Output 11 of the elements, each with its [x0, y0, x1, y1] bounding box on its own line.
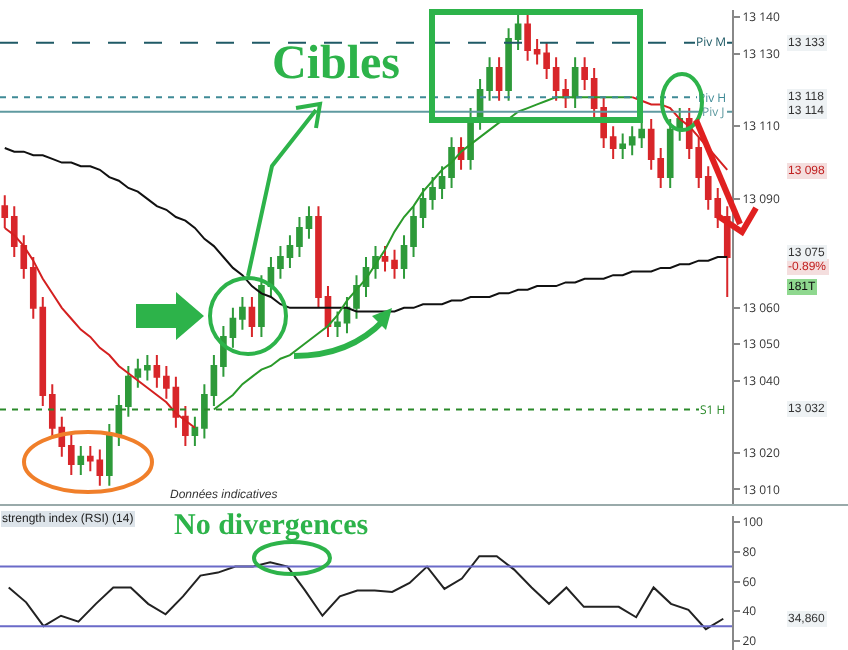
- candlestick: [495, 56, 503, 102]
- line-series: [212, 96, 634, 411]
- candlestick: [77, 444, 85, 476]
- candlestick: [571, 56, 579, 110]
- annotation: Cibles: [272, 38, 401, 90]
- candlestick: [106, 423, 113, 487]
- line-series: [7, 555, 725, 631]
- candlestick: [666, 117, 674, 189]
- annotation: No divergences: [174, 510, 369, 542]
- candlestick: [723, 205, 731, 298]
- candlestick: [248, 295, 256, 338]
